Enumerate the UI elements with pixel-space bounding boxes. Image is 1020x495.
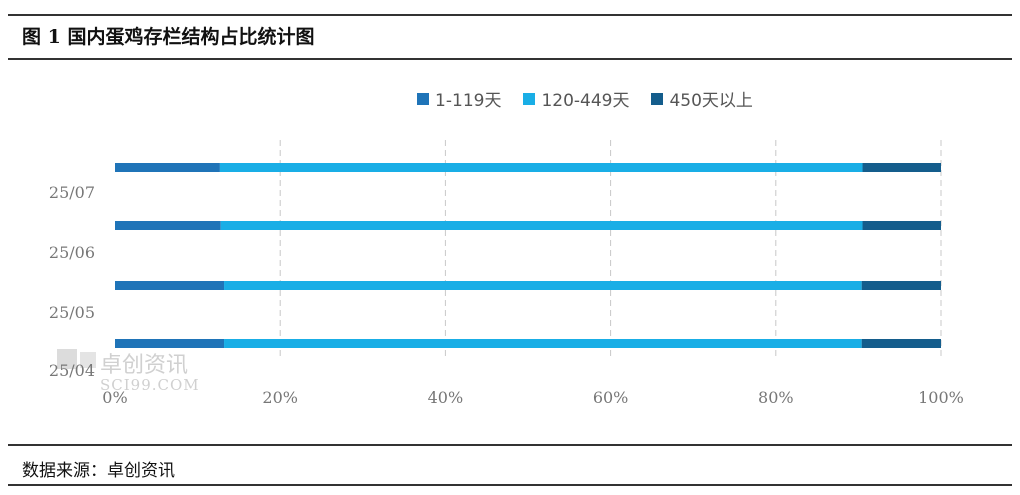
bars bbox=[115, 163, 941, 348]
legend-label-1: 1-119天 bbox=[435, 91, 502, 111]
category-label: 25/07 bbox=[49, 183, 95, 202]
x-tick-label: 60% bbox=[593, 388, 629, 407]
bar-25-07-s1 bbox=[115, 163, 220, 172]
legend-item-1: 1-119天 bbox=[417, 86, 501, 111]
watermark-sub: SCI99.COM bbox=[100, 376, 200, 394]
bar-25-06-s3 bbox=[862, 221, 941, 230]
bar-25-06-s1 bbox=[115, 221, 221, 230]
category-label: 25/04 bbox=[49, 361, 95, 380]
bar-25-05-s3 bbox=[861, 281, 941, 290]
legend-swatch-2 bbox=[523, 92, 536, 105]
category-label: 25/06 bbox=[49, 243, 95, 262]
grid-lines bbox=[279, 140, 942, 358]
legend-item-3: 450天以上 bbox=[651, 86, 753, 111]
bar-25-04-s2 bbox=[224, 339, 862, 348]
x-tick-label: 80% bbox=[758, 388, 794, 407]
chart-title: 图 1 国内蛋鸡存栏结构占比统计图 bbox=[22, 26, 315, 48]
x-tick-label: 100% bbox=[918, 388, 964, 407]
category-label: 25/05 bbox=[49, 303, 95, 322]
x-tick-label: 40% bbox=[428, 388, 464, 407]
x-tick-label: 20% bbox=[262, 388, 298, 407]
legend-swatch-3 bbox=[651, 92, 664, 105]
watermark-logo-icon-2 bbox=[80, 352, 96, 368]
bar-25-06-s2 bbox=[220, 221, 863, 230]
x-tick-labels: 0% 20% 40% 60% 80% 100% bbox=[102, 388, 964, 407]
bar-25-07-s2 bbox=[219, 163, 863, 172]
source-note: 数据来源：卓创资讯 bbox=[22, 461, 175, 481]
bar-25-05-s2 bbox=[224, 281, 862, 290]
footer-rule bbox=[8, 444, 1012, 446]
legend-item-2: 120-449天 bbox=[523, 86, 629, 111]
legend: 1-119天 120-449天 450天以上 bbox=[0, 86, 1020, 111]
bar-25-04-s3 bbox=[861, 339, 941, 348]
category-labels: 25/07 25/06 25/05 25/04 bbox=[49, 183, 95, 380]
watermark-text: 卓创资讯 bbox=[100, 353, 188, 378]
bar-25-05-s1 bbox=[115, 281, 225, 290]
bar-25-07-s3 bbox=[862, 163, 941, 172]
watermark-logo-icon bbox=[57, 349, 77, 369]
bottom-rule bbox=[8, 484, 1012, 486]
top-rule bbox=[8, 14, 1012, 16]
bar-25-04-s1 bbox=[115, 339, 225, 348]
x-tick-label: 0% bbox=[102, 388, 127, 407]
title-underline bbox=[8, 58, 1012, 60]
legend-label-3: 450天以上 bbox=[669, 91, 753, 111]
legend-label-2: 120-449天 bbox=[541, 91, 630, 111]
legend-swatch-1 bbox=[417, 92, 430, 105]
watermark: 卓创资讯 SCI99.COM bbox=[57, 349, 200, 394]
